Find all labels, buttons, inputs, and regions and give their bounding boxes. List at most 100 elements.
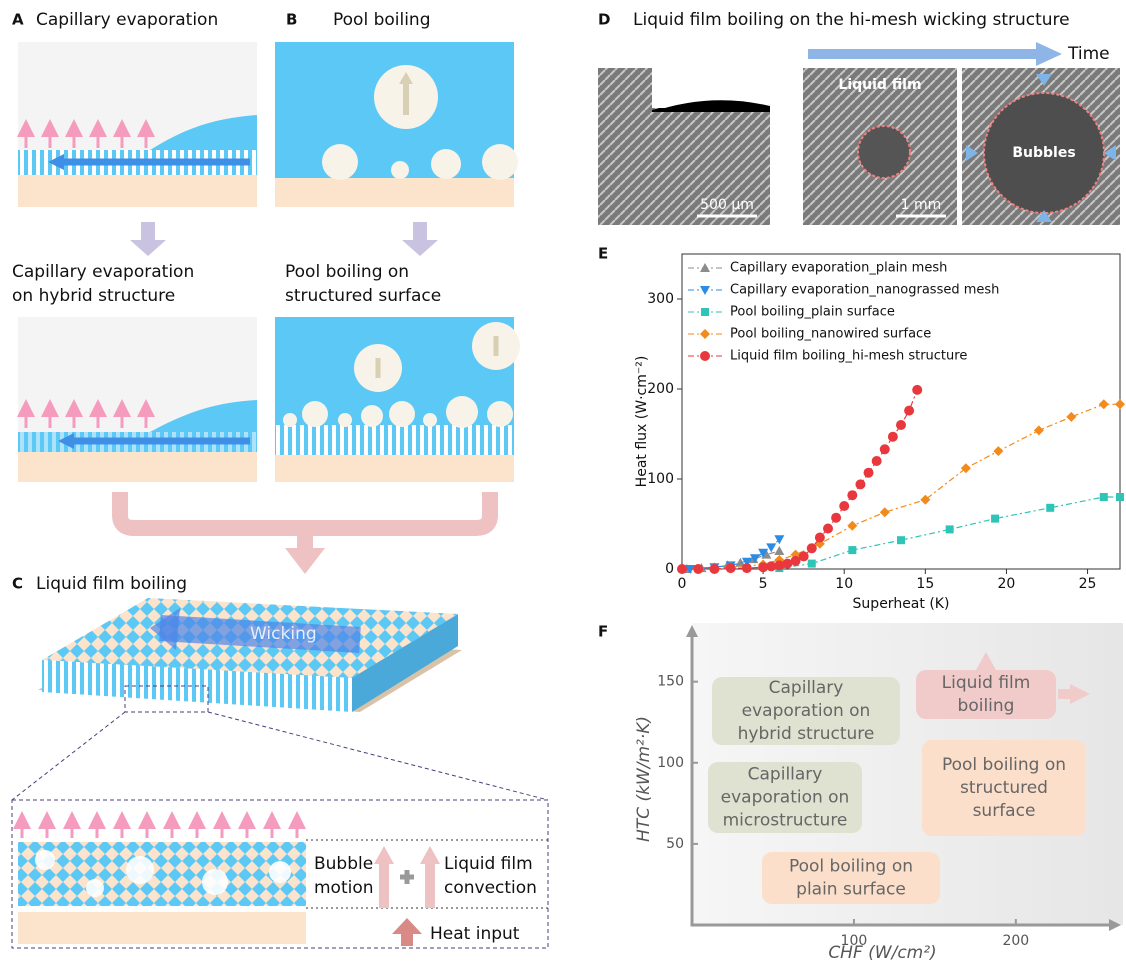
merge-arrow: [120, 492, 490, 528]
y-tick-label: 100: [657, 755, 684, 771]
x-tick-label: 200: [1002, 933, 1029, 949]
point: [993, 446, 1003, 456]
panel-title: Liquid film boiling on the hi-mesh wicki…: [633, 10, 1070, 30]
convection-label: Liquid film: [444, 854, 533, 874]
point: [807, 543, 817, 553]
point: [880, 444, 890, 454]
panel-letter: D: [598, 11, 610, 29]
legend-marker: [700, 329, 710, 339]
panel-b2: [275, 317, 520, 482]
point: [991, 515, 999, 523]
panel-title: Pool boiling: [333, 10, 431, 30]
bubble-motion-label: Bubble: [314, 854, 373, 874]
panel-c: C Liquid film boiling Wicking Bubble mot…: [12, 574, 548, 948]
point: [1100, 493, 1108, 501]
series-line: [731, 404, 1120, 567]
panel-title: Capillary evaporation: [36, 10, 218, 30]
step-arrow: [148, 222, 420, 240]
y-axis-label: Heat flux (W·cm⁻²): [634, 356, 650, 488]
figure: A Capillary evaporation B Pool boiling C…: [0, 0, 1126, 964]
y-tick-label: 300: [647, 291, 674, 307]
point: [920, 495, 930, 505]
legend-marker: [700, 286, 710, 295]
region-label: Liquid film: [942, 673, 1031, 693]
point: [912, 385, 922, 395]
point: [896, 420, 906, 430]
region-label: evaporation on: [721, 788, 850, 808]
x-tick-label: 25: [1079, 576, 1097, 592]
panel-letter: B: [286, 11, 297, 29]
heat-input-label: Heat input: [430, 924, 520, 944]
panel-a: A Capillary evaporation: [12, 10, 257, 207]
point: [726, 563, 736, 573]
x-tick-label: 5: [759, 576, 768, 592]
point: [766, 543, 776, 552]
point: [823, 524, 833, 534]
legend-label: Pool boiling_nanowired surface: [730, 327, 931, 342]
point: [839, 501, 849, 511]
legend-label: Capillary evaporation_nanograssed mesh: [730, 283, 999, 298]
legend-label: Capillary evaporation_plain mesh: [730, 261, 947, 276]
point: [774, 546, 784, 555]
y-tick-label: 150: [657, 674, 684, 690]
point: [831, 513, 841, 523]
x-tick-label: 0: [678, 576, 687, 592]
panel-title: Capillary evaporation: [12, 262, 194, 282]
panel-title: Pool boiling on: [285, 262, 409, 282]
point: [709, 564, 719, 574]
point: [1116, 493, 1124, 501]
y-tick-label: 0: [665, 561, 674, 577]
region-label: hybrid structure: [738, 724, 875, 744]
time-label: Time: [1067, 44, 1110, 64]
region-label: microstructure: [723, 811, 848, 831]
point: [880, 507, 890, 517]
point: [946, 525, 954, 533]
region-label: Capillary: [748, 765, 823, 785]
point: [774, 535, 784, 544]
liquid-film-label: Liquid film: [838, 77, 921, 93]
plot-frame: [682, 254, 1120, 569]
point: [855, 479, 865, 489]
legend-marker: [700, 263, 710, 272]
point: [847, 490, 857, 500]
scale-label: 500 μm: [700, 197, 754, 213]
point: [888, 432, 898, 442]
x-tick-label: 10: [835, 576, 853, 592]
substrate: [275, 178, 514, 207]
panel-d: D Liquid film boiling on the hi-mesh wic…: [598, 10, 1120, 225]
legend-marker: [701, 308, 709, 316]
region-label: boiling: [958, 696, 1015, 716]
x-tick-label: 20: [998, 576, 1016, 592]
y-tick-label: 100: [647, 471, 674, 487]
panel-a2: [18, 317, 257, 482]
point: [872, 456, 882, 466]
region-label: Capillary: [769, 678, 844, 698]
point: [897, 536, 905, 544]
x-tick-label: 15: [916, 576, 934, 592]
point: [799, 551, 809, 561]
panel-letter: A: [12, 11, 24, 29]
point: [864, 468, 874, 478]
y-axis-label: HTC (kW/m²·K): [634, 716, 654, 842]
panel-letter: F: [598, 623, 608, 641]
convection-label: convection: [444, 878, 537, 898]
x-axis-label: Superheat (K): [853, 596, 950, 612]
legend-label: Liquid film boiling_hi-mesh structure: [730, 349, 967, 364]
substrate: [18, 175, 257, 207]
series-line: [682, 390, 917, 569]
panel-b: B Pool boiling: [275, 10, 518, 207]
region-label: Pool boiling on: [789, 857, 913, 877]
panel-title: structured surface: [285, 286, 441, 306]
point: [848, 546, 856, 554]
region-label: Pool boiling on: [942, 755, 1066, 775]
point: [677, 564, 687, 574]
x-axis-label: CHF (W/cm²): [828, 943, 936, 963]
point: [693, 564, 703, 574]
point: [1034, 425, 1044, 435]
y-tick-label: 50: [666, 836, 684, 852]
scale-label: 1 mm: [901, 197, 942, 213]
point: [815, 533, 825, 543]
point: [1066, 412, 1076, 422]
y-tick-label: 200: [647, 381, 674, 397]
legend-marker: [700, 351, 710, 361]
